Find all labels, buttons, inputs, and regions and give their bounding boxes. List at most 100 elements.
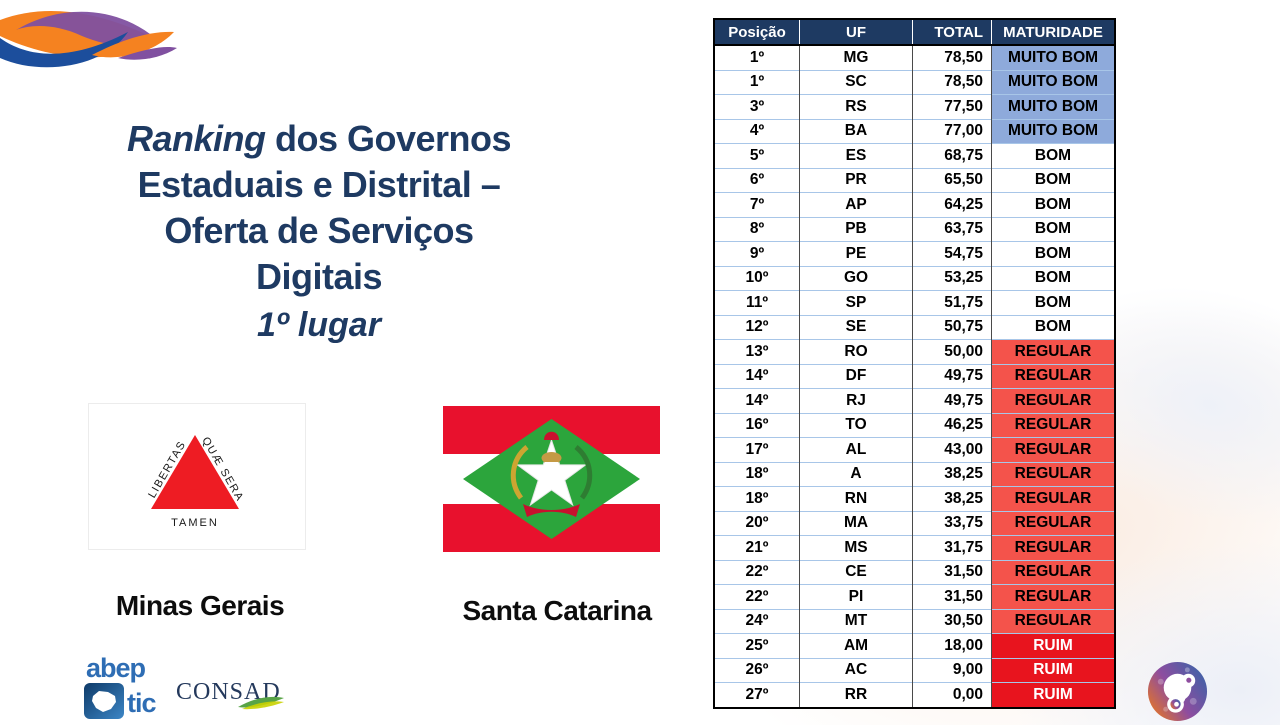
cell: 1º bbox=[714, 69, 800, 95]
title-line-2: Estaduais e Distrital – bbox=[137, 164, 501, 205]
cell: AL bbox=[799, 437, 913, 462]
cell: 31,75 bbox=[912, 535, 992, 560]
cell: 8º bbox=[714, 216, 800, 242]
cell: TO bbox=[799, 412, 913, 438]
cell: 14º bbox=[714, 363, 800, 389]
cell: RJ bbox=[799, 388, 913, 413]
table-row: 11º SP 51,75 BOM bbox=[714, 290, 1115, 315]
cell: 43,00 bbox=[912, 437, 992, 462]
maturity-cell: RUIM bbox=[991, 633, 1115, 658]
maturity-cell: REGULAR bbox=[991, 412, 1115, 438]
maturity-cell: RUIM bbox=[991, 657, 1115, 683]
cell: 12º bbox=[714, 314, 800, 340]
cell: 18º bbox=[714, 461, 800, 487]
table-row: 10º GO 53,25 BOM bbox=[714, 265, 1115, 291]
table-row: 1º SC 78,50 MUITO BOM bbox=[714, 69, 1115, 95]
maturity-cell: BOM bbox=[991, 241, 1115, 266]
cell: 22º bbox=[714, 584, 800, 609]
maturity-cell: MUITO BOM bbox=[991, 118, 1115, 144]
cell: 21º bbox=[714, 535, 800, 560]
table-row: 8º PB 63,75 BOM bbox=[714, 216, 1115, 242]
cell: 65,50 bbox=[912, 167, 992, 193]
column-header: Posição bbox=[714, 19, 800, 46]
table-row: 3º RS 77,50 MUITO BOM bbox=[714, 94, 1115, 119]
table-row: 22º CE 31,50 REGULAR bbox=[714, 559, 1115, 585]
maturity-cell: REGULAR bbox=[991, 461, 1115, 487]
state-label-santa-catarina: Santa Catarina bbox=[462, 595, 652, 626]
title-line-1: Ranking dos Governos bbox=[126, 118, 512, 159]
cell: CE bbox=[799, 559, 913, 585]
decorative-swoosh-icon bbox=[0, 11, 177, 68]
cell: 64,25 bbox=[912, 192, 992, 217]
cell: 38,25 bbox=[912, 461, 992, 487]
cell: SP bbox=[799, 290, 913, 315]
cell: 26º bbox=[714, 657, 800, 683]
chameleon-logo-icon bbox=[1147, 661, 1208, 722]
maturity-cell: REGULAR bbox=[991, 339, 1115, 364]
maturity-cell: MUITO BOM bbox=[991, 94, 1115, 119]
cell: DF bbox=[799, 363, 913, 389]
cell: 18,00 bbox=[912, 633, 992, 658]
maturity-cell: REGULAR bbox=[991, 608, 1115, 634]
cell: 4º bbox=[714, 118, 800, 144]
maturity-cell: REGULAR bbox=[991, 535, 1115, 560]
maturity-cell: BOM bbox=[991, 314, 1115, 340]
subtitle-first-place: 1º lugar bbox=[257, 306, 381, 344]
title-italic-word: Ranking bbox=[126, 118, 266, 159]
cell: PB bbox=[799, 216, 913, 242]
cell: ES bbox=[799, 143, 913, 168]
cell: RO bbox=[799, 339, 913, 364]
column-header: TOTAL bbox=[912, 19, 992, 46]
cell: 51,75 bbox=[912, 290, 992, 315]
table-row: 26º AC 9,00 RUIM bbox=[714, 657, 1115, 683]
title-line-3: Oferta de Serviços bbox=[164, 210, 474, 251]
title-line-4: Digitais bbox=[255, 256, 383, 297]
cell: 14º bbox=[714, 388, 800, 413]
cell: GO bbox=[799, 265, 913, 291]
cell: 24º bbox=[714, 608, 800, 634]
table-row: 20º MA 33,75 REGULAR bbox=[714, 510, 1115, 536]
cell: 0,00 bbox=[912, 682, 992, 708]
cell: 31,50 bbox=[912, 584, 992, 609]
table-row: 1º MG 78,50 MUITO BOM bbox=[714, 44, 1115, 70]
maturity-cell: REGULAR bbox=[991, 437, 1115, 462]
cell: MA bbox=[799, 510, 913, 536]
cell: 18º bbox=[714, 486, 800, 511]
cell: PI bbox=[799, 584, 913, 609]
column-header: UF bbox=[799, 19, 913, 46]
maturity-cell: BOM bbox=[991, 216, 1115, 242]
state-label-minas-gerais: Minas Gerais bbox=[115, 590, 285, 621]
table-row: 22º PI 31,50 REGULAR bbox=[714, 584, 1115, 609]
maturity-cell: MUITO BOM bbox=[991, 44, 1115, 70]
cell: 1º bbox=[714, 44, 800, 70]
cell: 20º bbox=[714, 510, 800, 536]
cell: 7º bbox=[714, 192, 800, 217]
svg-text:TAMEN: TAMEN bbox=[171, 517, 219, 529]
maturity-cell: REGULAR bbox=[991, 559, 1115, 585]
cell: 68,75 bbox=[912, 143, 992, 168]
cell: PR bbox=[799, 167, 913, 193]
maturity-cell: RUIM bbox=[991, 682, 1115, 708]
ranking-table: Posição UF TOTAL MATURIDADE 1º MG 78,50 MUITO B… bbox=[713, 18, 1116, 709]
table-row: 12º SE 50,75 BOM bbox=[714, 314, 1115, 340]
table-row: 14º RJ 49,75 REGULAR bbox=[714, 388, 1115, 413]
table-row: 17º AL 43,00 REGULAR bbox=[714, 437, 1115, 462]
maturity-cell: REGULAR bbox=[991, 388, 1115, 413]
cell: 38,25 bbox=[912, 486, 992, 511]
cell: 54,75 bbox=[912, 241, 992, 266]
cell: 33,75 bbox=[912, 510, 992, 536]
table-row: 24º MT 30,50 REGULAR bbox=[714, 608, 1115, 634]
maturity-cell: BOM bbox=[991, 265, 1115, 291]
minas-gerais-flag-icon: LIBERTAS QUÆ SERA TAMEN bbox=[88, 403, 306, 550]
cell: 49,75 bbox=[912, 388, 992, 413]
table-row: 16º TO 46,25 REGULAR bbox=[714, 412, 1115, 438]
cell: 46,25 bbox=[912, 412, 992, 438]
table-row: 18º RN 38,25 REGULAR bbox=[714, 486, 1115, 511]
abep-logo-text: abep bbox=[86, 653, 146, 683]
maturity-cell: REGULAR bbox=[991, 486, 1115, 511]
cell: MT bbox=[799, 608, 913, 634]
cell: AP bbox=[799, 192, 913, 217]
table-row: 14º DF 49,75 REGULAR bbox=[714, 363, 1115, 389]
cell: 49,75 bbox=[912, 363, 992, 389]
